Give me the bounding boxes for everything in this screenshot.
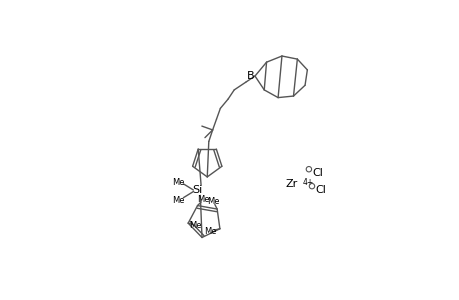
- Text: 4+: 4+: [302, 178, 313, 187]
- Text: Me: Me: [204, 226, 217, 236]
- Text: Si: Si: [192, 185, 202, 195]
- Text: Me: Me: [172, 196, 185, 205]
- Text: Me: Me: [172, 178, 185, 187]
- Text: Me: Me: [189, 221, 202, 230]
- Text: B: B: [246, 71, 254, 81]
- Text: Cl: Cl: [312, 168, 323, 178]
- Text: Me: Me: [207, 197, 219, 206]
- Text: Cl: Cl: [315, 185, 326, 195]
- Text: Me: Me: [197, 195, 209, 204]
- Text: Zr: Zr: [285, 179, 297, 189]
